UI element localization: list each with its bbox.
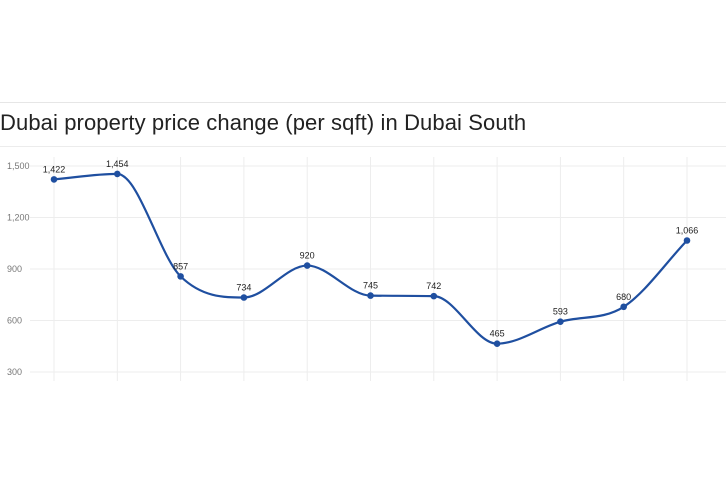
title-divider bbox=[0, 146, 726, 147]
data-point bbox=[557, 318, 564, 326]
data-label: 920 bbox=[300, 251, 315, 261]
data-point bbox=[303, 262, 311, 269]
data-point bbox=[177, 273, 184, 280]
data-point bbox=[50, 176, 58, 183]
data-label: 680 bbox=[616, 292, 631, 302]
data-point bbox=[493, 340, 501, 347]
data-point bbox=[367, 292, 374, 299]
data-point bbox=[683, 237, 691, 244]
y-tick-label: 1,500 bbox=[7, 161, 30, 171]
chart-title: Dubai property price change (per sqft) i… bbox=[0, 110, 527, 135]
y-tick-label: 1,200 bbox=[7, 213, 30, 223]
data-label: 857 bbox=[173, 261, 188, 271]
y-tick-label: 900 bbox=[7, 264, 22, 274]
data-label: 742 bbox=[426, 281, 441, 291]
y-tick-label: 300 bbox=[7, 367, 22, 377]
y-axis-ticks: 300 600 900 1,200 1,500 bbox=[7, 161, 30, 377]
data-label: 465 bbox=[490, 329, 505, 339]
data-label: 734 bbox=[236, 282, 251, 292]
data-label: 593 bbox=[553, 307, 568, 317]
data-label: 1,454 bbox=[106, 159, 129, 169]
data-label: 1,066 bbox=[676, 226, 699, 236]
data-point bbox=[620, 303, 627, 311]
data-point bbox=[114, 170, 121, 178]
y-tick-label: 600 bbox=[7, 316, 22, 326]
data-label: 1,422 bbox=[43, 164, 66, 174]
data-point bbox=[430, 292, 438, 300]
data-points bbox=[50, 170, 691, 347]
data-point bbox=[240, 294, 248, 301]
grid-lines bbox=[30, 157, 726, 381]
data-label: 745 bbox=[363, 281, 378, 291]
top-divider bbox=[0, 102, 726, 103]
data-labels: 1,422 1,454 857 734 920 745 742 465 593 680 1,066 bbox=[43, 159, 699, 339]
